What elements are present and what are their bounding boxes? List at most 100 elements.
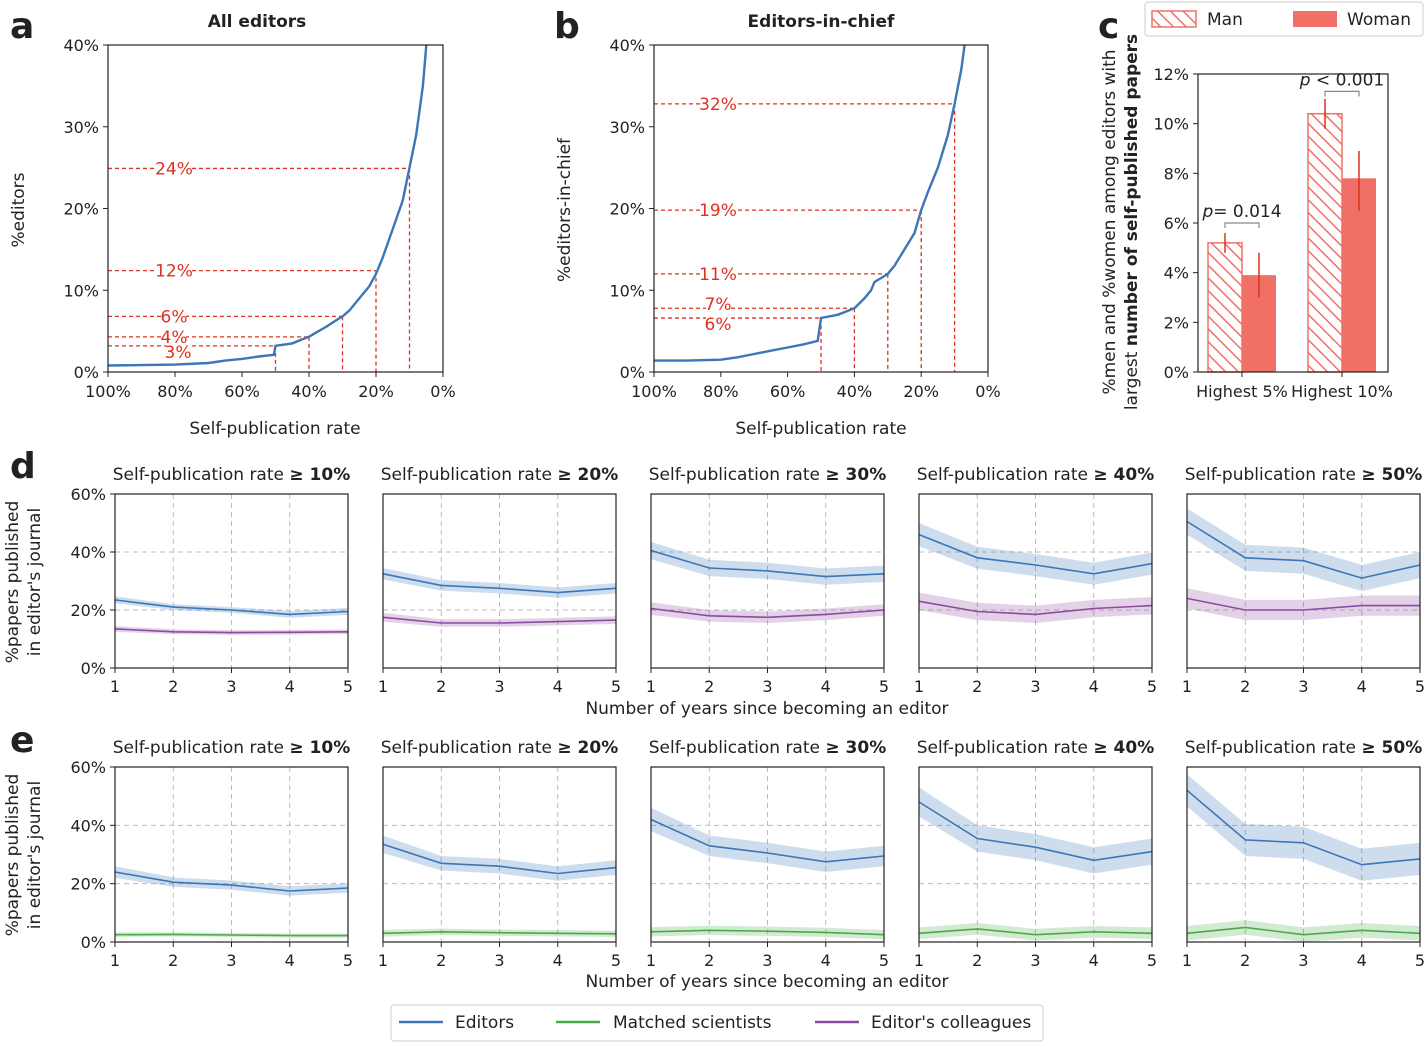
xtick-label: 80% [703, 382, 739, 401]
ytick-label: 2% [1164, 313, 1189, 332]
xtick-label: 0% [430, 382, 455, 401]
panel-e-ylabel-line1: %papers published [3, 774, 23, 937]
ytick-label: 10% [1153, 115, 1189, 134]
xtick-label: 1 [646, 677, 656, 696]
xtick-label: 2 [168, 677, 178, 696]
ytick-label: 4% [1164, 264, 1189, 283]
marker-label-bg [706, 316, 730, 333]
ytick-label: 30% [63, 118, 99, 137]
editors-band [1187, 508, 1420, 592]
xtick-label: 0% [975, 382, 1000, 401]
panel-b-title: Editors-in-chief [748, 12, 895, 32]
matched-line [114, 933, 348, 937]
xtick-label: 2 [972, 951, 982, 970]
ytick-label: 20% [609, 200, 645, 219]
marker-label-bg [701, 202, 735, 219]
editors-band [1187, 774, 1420, 881]
marker-label-bg [701, 95, 735, 112]
xtick-label: 5 [879, 677, 889, 696]
xtick-label: 3 [762, 951, 772, 970]
ytick-label: 0% [74, 363, 99, 382]
colleagues-band [651, 602, 884, 623]
marker-label-6pct: 6% [161, 307, 188, 327]
panel-b-plot: 6%7% 11% 19% 32% 0% 10% 20% 30% 40% 100% 80% 60% 40%… [609, 36, 1000, 401]
legend-man-label: Man [1207, 10, 1243, 30]
xtick-label: 3 [494, 677, 504, 696]
editors-line [1186, 789, 1421, 866]
xtick-label: 1 [914, 677, 924, 696]
xtick-label: 4 [821, 677, 831, 696]
p-value-label-0: p= 0.014 [1201, 202, 1281, 222]
ytick-label: 10% [609, 281, 645, 300]
panel-letter-b: b [554, 6, 580, 47]
marker-label-32pct: 32% [699, 95, 737, 115]
matched-band [1187, 920, 1420, 942]
xtick-label: 1 [110, 951, 120, 970]
editors-band [919, 523, 1152, 585]
legend-man-swatch [1151, 10, 1197, 28]
panel-a-ylabel: %editors [9, 172, 29, 247]
subplot-title: Self-publication rate ≥ 10% [113, 465, 351, 485]
xtick-label: 3 [1298, 951, 1308, 970]
xtick-label: 5 [1147, 677, 1157, 696]
ytick-label: 40% [63, 36, 99, 55]
ytick-label: 0% [1164, 363, 1189, 382]
xtick-label: 60% [770, 382, 806, 401]
panel-d-subplot-4: Self-publication rate ≥ 40% 1 2 3 4 5 [914, 465, 1157, 696]
xtick-label: 4 [553, 677, 563, 696]
ytick-label: 20% [70, 601, 106, 620]
marker-label-4pct: 4% [161, 328, 188, 348]
xtick-label: Highest 10% [1291, 382, 1393, 401]
marker-label-19pct: 19% [699, 201, 737, 221]
ytick-label: 40% [70, 543, 106, 562]
xtick-label: 80% [157, 382, 193, 401]
xtick-label: 3 [226, 951, 236, 970]
editors-line [650, 549, 885, 578]
editors-band [651, 807, 884, 872]
editors-band [383, 835, 616, 881]
xtick-label: 4 [285, 677, 295, 696]
panel-d-xlabel: Number of years since becoming an editor [585, 699, 948, 719]
matched-line [650, 929, 885, 936]
xtick-label: 1 [1182, 677, 1192, 696]
subplot-title: Self-publication rate ≥ 30% [649, 465, 887, 485]
colleagues-band [1187, 588, 1420, 621]
panel-a-frame [107, 44, 444, 373]
xtick-label: 2 [704, 677, 714, 696]
panel-e-subplot-4: Self-publication rate ≥ 40% 1 2 3 4 5 [914, 738, 1157, 970]
marker-label-6pct: 6% [705, 315, 732, 335]
subplot-title: Self-publication rate ≥ 10% [113, 738, 351, 758]
marker-label-24pct: 24% [155, 159, 193, 179]
ytick-label: 6% [1164, 214, 1189, 233]
xtick-label: 1 [646, 951, 656, 970]
ytick-label: 10% [63, 281, 99, 300]
legend-woman-label: Woman [1347, 10, 1411, 30]
editors-band [919, 787, 1152, 874]
xtick-label: 2 [704, 951, 714, 970]
editors-band [383, 568, 616, 598]
legend-colleagues-label: Editor's colleagues [871, 1013, 1031, 1033]
xtick-label: 40% [291, 382, 327, 401]
bar-woman-1 [1342, 178, 1376, 372]
xtick-label: 4 [285, 951, 295, 970]
colleagues-line [650, 607, 885, 619]
marker-label-11pct: 11% [699, 265, 737, 285]
significance-bracket-0 [1224, 222, 1260, 228]
panel-b-xlabel: Self-publication rate [735, 419, 906, 439]
panel-d-subplot-2: Self-publication rate ≥ 20% 1 2 3 4 5 [378, 465, 621, 696]
xtick-label: 40% [837, 382, 873, 401]
editors-line [918, 801, 1153, 862]
panel-e-subplot-3: Self-publication rate ≥ 30% 1 2 3 4 5 [646, 738, 889, 970]
editors-band [115, 596, 348, 618]
editors-band [115, 866, 348, 896]
xtick-label: 5 [611, 951, 621, 970]
panel-d-subplot-5: Self-publication rate ≥ 50% 1 2 3 4 5 [1182, 465, 1425, 696]
xtick-label: 3 [1030, 677, 1040, 696]
panel-b-ylabel: %editors-in-chief [555, 137, 575, 282]
subplot-title: Self-publication rate ≥ 20% [381, 465, 619, 485]
xtick-label: 3 [494, 951, 504, 970]
legend-matched-label: Matched scientists [613, 1013, 772, 1033]
xtick-label: 1 [110, 677, 120, 696]
panel-a-xlabel: Self-publication rate [189, 419, 360, 439]
editors-line [114, 871, 349, 892]
